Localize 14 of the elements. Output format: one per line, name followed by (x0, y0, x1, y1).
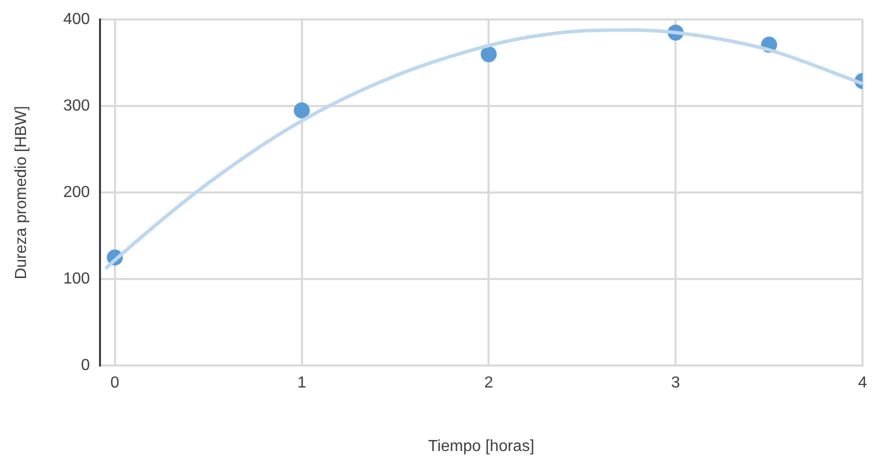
x-tick-label: 3 (671, 374, 680, 392)
y-tick-label: 300 (63, 98, 90, 115)
point (480, 46, 497, 62)
y-axis-title: Dureza promedio [HBW] (13, 106, 30, 280)
y-tick-label: 100 (63, 270, 90, 288)
x-tick-label: 4 (858, 374, 868, 392)
point (294, 102, 310, 118)
x-axis-title: Tiempo [horas] (428, 438, 534, 455)
y-tick-label: 200 (63, 184, 90, 202)
y-tick-label: 400 (63, 11, 90, 28)
x-tick-label: 1 (297, 374, 306, 392)
x-tick-label: 0 (110, 374, 120, 392)
y-tick-label: 0 (80, 357, 90, 374)
x-tick-label: 2 (484, 374, 494, 392)
